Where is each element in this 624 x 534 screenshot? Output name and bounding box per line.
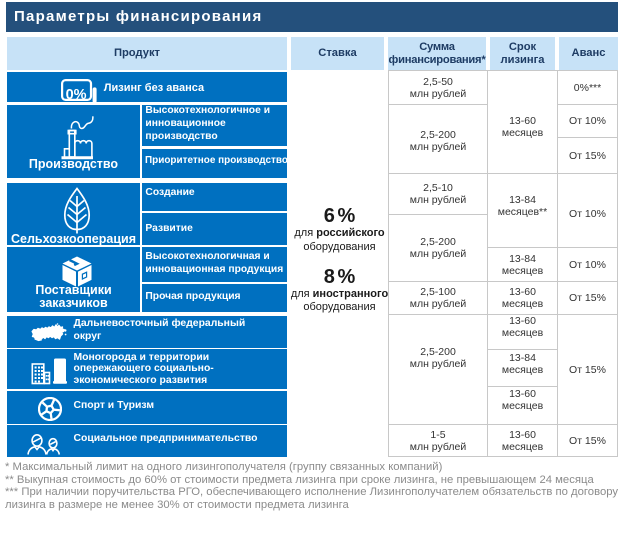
svg-text:0%: 0%: [66, 87, 87, 103]
